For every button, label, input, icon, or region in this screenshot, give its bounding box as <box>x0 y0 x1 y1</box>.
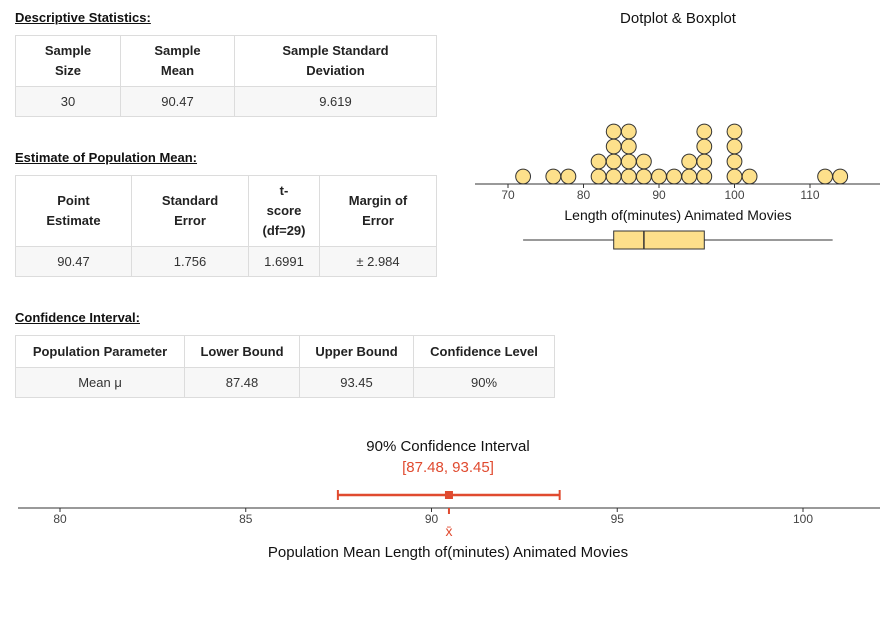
dotplot-tick-label-70: 70 <box>501 188 515 202</box>
estimate-table: Point Estimate Standard Error t- score (… <box>15 175 437 277</box>
dot-86-4 <box>620 123 637 140</box>
dotplot-x-label: Length of(minutes) Animated Movies <box>564 207 791 223</box>
dot-94-1 <box>681 168 698 185</box>
dot-82-1 <box>590 168 607 185</box>
dot-114-1 <box>832 168 849 185</box>
dot-84-2 <box>605 153 622 170</box>
dot-96-2 <box>696 153 713 170</box>
estimate-title: Estimate of Population Mean: <box>15 150 198 165</box>
dot-112-1 <box>817 168 834 185</box>
dot-100-2 <box>726 153 743 170</box>
dot-100-4 <box>726 123 743 140</box>
dot-84-4 <box>605 123 622 140</box>
ci-tick-label-80: 80 <box>53 512 67 526</box>
header-upper-bound: Upper Bound <box>299 335 414 368</box>
dot-100-3 <box>726 138 743 155</box>
cell-sample-sd: 9.619 <box>234 86 437 117</box>
header-sample-mean: Sample Mean <box>120 35 235 87</box>
cell-upper-bound: 93.45 <box>299 367 414 398</box>
ci-interval-label: [87.48, 93.45] <box>402 459 494 476</box>
dot-72-1 <box>515 168 531 185</box>
dotplot-tick-label-100: 100 <box>724 188 744 202</box>
dot-96-1 <box>696 168 713 185</box>
dot-92-1 <box>666 168 683 185</box>
dot-88-1 <box>636 168 652 185</box>
dot-90-1 <box>651 168 667 185</box>
header-point-estimate: Point Estimate <box>15 175 132 247</box>
cell-t-score: 1.6991 <box>248 246 320 277</box>
dot-86-2 <box>620 153 637 170</box>
cell-population-parameter: Mean μ <box>15 367 185 398</box>
confidence-interval-table: Population Parameter Lower Bound Upper B… <box>15 335 555 398</box>
dot-86-3 <box>620 138 637 155</box>
dot-100-1 <box>726 168 743 185</box>
header-margin-of-error: Margin of Error <box>319 175 437 247</box>
header-t-score: t- score (df=29) <box>248 175 320 247</box>
dotplot-title: Dotplot & Boxplot <box>620 10 737 27</box>
header-standard-error: Standard Error <box>131 175 249 247</box>
ci-mean-marker <box>444 491 453 499</box>
dotplot-tick-label-90: 90 <box>652 188 666 202</box>
dotplot-tick-label-110: 110 <box>800 188 819 202</box>
dotplot-tick-label-80: 80 <box>577 188 591 202</box>
dot-102-1 <box>741 168 758 185</box>
dot-84-3 <box>605 138 622 155</box>
header-sample-size: Sample Size <box>15 35 121 87</box>
dot-94-2 <box>681 153 698 170</box>
confidence-interval-chart: 90% Confidence Interval [87.48, 93.45] 8… <box>18 438 880 561</box>
header-population-parameter: Population Parameter <box>15 335 185 368</box>
cell-confidence-level: 90% <box>413 367 555 398</box>
confidence-interval-title: Confidence Interval: <box>15 310 140 325</box>
header-confidence-level: Confidence Level <box>413 335 555 368</box>
dot-96-4 <box>696 123 713 140</box>
dot-86-1 <box>620 168 637 185</box>
cell-margin-of-error: ± 2.984 <box>319 246 437 277</box>
cell-point-estimate: 90.47 <box>15 246 132 277</box>
ci-tick-label-95: 95 <box>611 512 625 526</box>
dot-84-1 <box>605 168 622 185</box>
ci-tick-label-100: 100 <box>793 512 813 526</box>
ci-tick-label-90: 90 <box>425 512 439 526</box>
descriptive-statistics-title: Descriptive Statistics: <box>15 10 151 25</box>
dot-88-2 <box>636 153 652 170</box>
cell-standard-error: 1.756 <box>131 246 249 277</box>
box-iqr <box>613 230 705 250</box>
dotplot-boxplot-chart: Dotplot & Boxplot 70 80 90 100 110 Length of… <box>475 10 880 250</box>
ci-mean-label: x̄ <box>445 523 452 539</box>
dot-96-3 <box>696 138 713 155</box>
dot-76-1 <box>545 168 562 185</box>
descriptive-statistics-table: Sample Size Sample Mean Sample Standard … <box>15 35 437 117</box>
ci-chart-title: 90% Confidence Interval <box>366 438 529 455</box>
ci-x-label: Population Mean Length of(minutes) Anima… <box>268 544 628 561</box>
header-lower-bound: Lower Bound <box>184 335 300 368</box>
cell-lower-bound: 87.48 <box>184 367 300 398</box>
cell-sample-mean: 90.47 <box>120 86 235 117</box>
dot-82-2 <box>590 153 607 170</box>
ci-tick-label-85: 85 <box>239 512 253 526</box>
header-sample-sd: Sample Standard Deviation <box>234 35 437 87</box>
cell-sample-size: 30 <box>15 86 121 117</box>
dot-78-1 <box>560 168 577 185</box>
